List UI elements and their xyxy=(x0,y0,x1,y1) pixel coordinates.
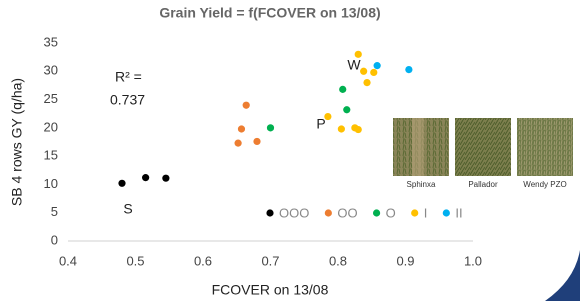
legend-label: II xyxy=(455,205,462,220)
x-axis-label: FCOVER on 13/08 xyxy=(212,282,329,298)
point xyxy=(267,124,274,131)
point xyxy=(405,66,412,73)
annotation: W xyxy=(347,57,361,73)
y-tick-label: 30 xyxy=(44,63,58,78)
legend-label: I xyxy=(424,205,428,220)
legend-marker xyxy=(443,209,450,216)
point xyxy=(363,79,370,86)
legend-marker xyxy=(373,209,380,216)
y-tick-label: 0 xyxy=(51,232,58,247)
photo xyxy=(517,118,573,176)
photo-caption: Wendy PZO xyxy=(523,180,566,189)
point xyxy=(339,86,346,93)
photo-caption: Pallador xyxy=(468,180,498,189)
point xyxy=(343,106,350,113)
point xyxy=(235,140,242,147)
point xyxy=(238,125,245,132)
x-tick-label: 0.6 xyxy=(194,253,212,268)
photo-caption: Sphinxa xyxy=(407,180,436,189)
chart-title: Grain Yield = f(FCOVER on 13/08) xyxy=(159,5,380,21)
corner-decoration xyxy=(545,250,580,301)
legend-marker xyxy=(325,209,332,216)
legend-label: O xyxy=(386,205,396,220)
point xyxy=(338,125,345,132)
legend-marker xyxy=(411,209,418,216)
annotation: S xyxy=(123,201,132,217)
x-tick-label: 0.4 xyxy=(59,253,77,268)
y-tick-label: 25 xyxy=(44,91,58,106)
annotation: P xyxy=(316,116,325,132)
legend-label: OOO xyxy=(279,205,309,220)
x-tick-label: 0.9 xyxy=(396,253,414,268)
photo-row xyxy=(412,118,424,176)
annotation: 0.737 xyxy=(110,92,145,108)
x-tick-label: 1.0 xyxy=(464,253,482,268)
x-tick-label: 0.8 xyxy=(329,253,347,268)
point xyxy=(370,69,377,76)
legend-marker xyxy=(266,209,273,216)
point xyxy=(118,180,125,187)
x-tick-label: 0.7 xyxy=(261,253,279,268)
point xyxy=(374,62,381,69)
legend-label: OO xyxy=(337,205,357,220)
y-tick-label: 15 xyxy=(44,148,58,163)
point xyxy=(243,102,250,109)
annotation: R² = xyxy=(115,69,142,85)
y-tick-label: 5 xyxy=(51,204,58,219)
point xyxy=(142,174,149,181)
y-axis-label: SB 4 rows GY (q/ha) xyxy=(9,78,25,206)
photos: Sphinxa Pallador Wendy PZO xyxy=(393,118,573,189)
y-tick-label: 35 xyxy=(44,34,58,49)
point xyxy=(355,126,362,133)
point xyxy=(162,175,169,182)
y-tick-label: 20 xyxy=(44,119,58,134)
point xyxy=(360,68,367,75)
x-tick-label: 0.5 xyxy=(126,253,144,268)
y-tick-label: 10 xyxy=(44,176,58,191)
chart: Grain Yield = f(FCOVER on 13/08) FCOVER … xyxy=(0,0,580,301)
point xyxy=(253,138,260,145)
photo xyxy=(455,118,511,176)
